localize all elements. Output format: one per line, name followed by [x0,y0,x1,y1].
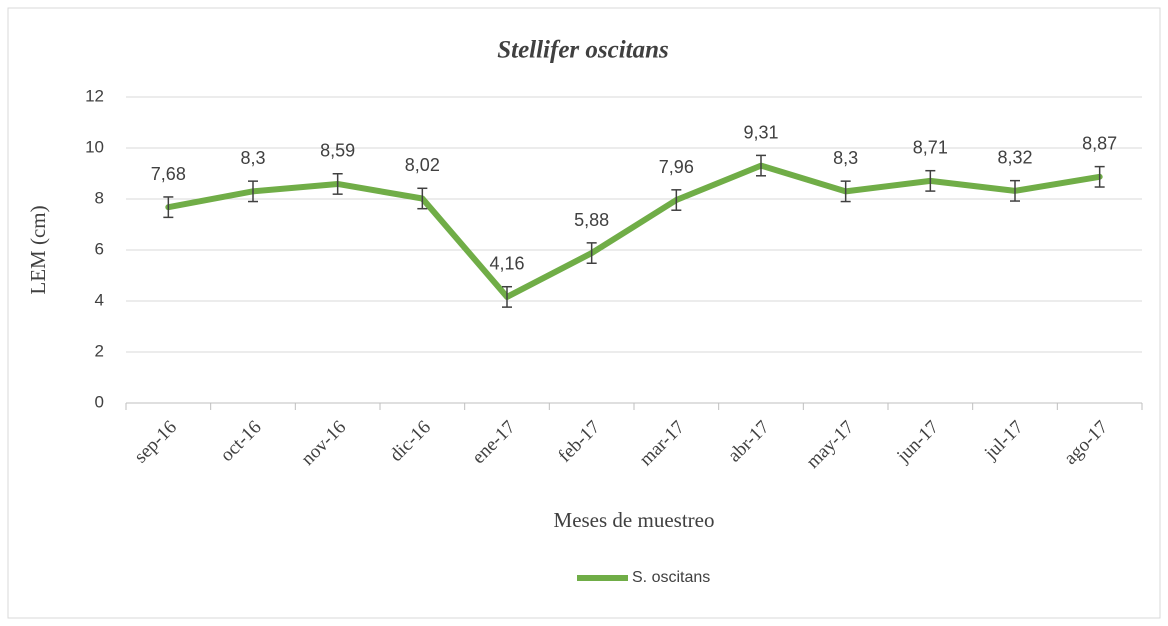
data-line [165,162,1103,300]
error-bar [586,242,597,265]
data-label: 8,02 [405,155,440,175]
y-tick-label: 2 [95,341,104,360]
x-axis-title: Meses de muestreo [554,508,715,532]
data-label: 9,31 [743,122,778,142]
error-bar [248,180,258,203]
y-tick-label: 4 [95,290,104,309]
data-label: 8,87 [1082,134,1117,154]
error-bar [417,187,428,210]
data-label: 7,68 [151,164,186,184]
error-bar [756,154,766,177]
data-label: 8,3 [833,148,858,168]
legend-label: S. oscitans [632,569,710,586]
data-label: 7,96 [659,157,694,177]
error-bar [1010,179,1020,202]
data-label: 8,3 [240,148,265,168]
chart-border [7,7,1161,619]
error-bar [332,173,343,195]
error-bar [925,169,936,192]
y-tick-label: 10 [85,137,104,156]
error-bar [671,189,682,211]
y-tick-label: 8 [95,188,104,207]
y-tick-label: 12 [85,86,104,105]
y-tick-label: 6 [95,239,104,258]
data-label: 5,88 [574,210,609,230]
y-tick-label: 0 [95,392,104,411]
error-bar [840,180,851,203]
data-label: 4,16 [489,254,524,274]
chart-title: Stellifer oscitans [497,37,669,64]
error-bar [502,285,512,308]
data-label: 8,32 [997,148,1032,168]
error-bar [163,196,174,219]
y-axis-title: LEM (cm) [26,205,50,294]
data-label: 8,71 [913,138,948,158]
data-label: 8,59 [320,141,355,161]
error-bar [1094,165,1105,188]
